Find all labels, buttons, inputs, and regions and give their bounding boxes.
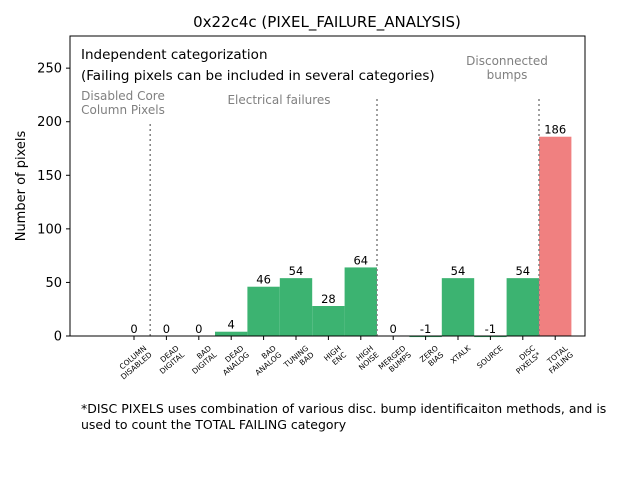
bar-value-label-11: -1 <box>485 322 496 336</box>
bar-value-label-1: 0 <box>163 322 170 336</box>
y-tick-label: 100 <box>37 222 62 237</box>
bar-value-label-3: 4 <box>228 318 235 332</box>
group-label-electrical: Electrical failures <box>227 93 330 107</box>
bar-value-label-8: 0 <box>390 322 397 336</box>
group-label-disabled: Disabled Core Column Pixels <box>81 89 165 117</box>
x-tick-label-10: XTALK <box>449 343 473 366</box>
x-tick-label-2: BADDIGITAL <box>185 343 219 376</box>
bar-10 <box>441 278 475 336</box>
x-axis: COLUMNDISABLED DEADDIGITAL BADDIGITAL DEADA… <box>113 336 576 381</box>
bar-value-label-13: 186 <box>544 123 566 137</box>
bar-7 <box>344 267 377 336</box>
x-tick-label-13: TOTALFAILING <box>542 343 576 375</box>
y-axis: 0 50 100 150 200 250 <box>37 62 70 345</box>
x-tick-label-7: HIGHNOISE <box>352 343 381 372</box>
x-tick-label-9: ZEROBIAS <box>418 343 446 370</box>
bar-12 <box>506 278 539 336</box>
annotation-main: Independent categorization <box>81 47 268 63</box>
bar-value-label-4: 46 <box>256 273 271 287</box>
x-tick-label-11: SOURCE <box>475 343 505 370</box>
x-tick-label-1: DEADDIGITAL <box>152 343 186 376</box>
y-tick-label: 50 <box>45 276 62 291</box>
chart-title: 0x22c4c (PIXEL_FAILURE_ANALYSIS) <box>193 13 461 32</box>
bar-value-label-5: 54 <box>289 264 304 278</box>
annotation-sub: (Failing pixels can be included in sever… <box>81 68 435 84</box>
y-tick-label: 150 <box>37 169 62 184</box>
x-tick-label-8: MERGEDBUMPS <box>377 343 414 378</box>
y-axis-label: Number of pixels <box>14 130 29 241</box>
bar-value-label-10: 54 <box>451 264 466 278</box>
x-tick-label-6: HIGHENC <box>322 344 348 370</box>
y-tick-label: 200 <box>37 115 62 130</box>
x-tick-label-12: DISCPIXELS* <box>509 343 543 375</box>
separators-group <box>149 98 540 336</box>
bar-value-label-2: 0 <box>195 322 202 336</box>
bars-group <box>215 136 572 338</box>
footnote: *DISC PIXELS uses combination of various… <box>81 401 607 432</box>
group-label-disconnected: Disconnected bumps <box>466 54 548 82</box>
x-tick-label-3: DEADANALOG <box>216 343 252 377</box>
bar-labels-group: 0 0 0 4 46 54 28 64 0 -1 54 -1 54 186 <box>130 123 566 336</box>
bar-value-label-7: 64 <box>353 253 368 267</box>
x-tick-label-4: BADANALOG <box>248 344 284 378</box>
bar-4 <box>247 286 280 336</box>
bar-value-label-0: 0 <box>130 322 137 336</box>
x-tick-label-5: TUNINGBAD <box>281 344 316 377</box>
y-tick-label: 0 <box>54 330 62 345</box>
bar-value-label-12: 54 <box>515 264 530 278</box>
bar-3 <box>215 331 248 336</box>
bar-6 <box>312 306 345 336</box>
bar-13 <box>539 136 572 336</box>
plot-frame <box>69 35 586 337</box>
bar-5 <box>279 278 313 336</box>
bar-value-label-6: 28 <box>321 292 336 306</box>
y-tick-label: 250 <box>37 62 62 77</box>
bar-value-label-9: -1 <box>420 322 431 336</box>
x-tick-label-0: COLUMNDISABLED <box>113 343 153 381</box>
